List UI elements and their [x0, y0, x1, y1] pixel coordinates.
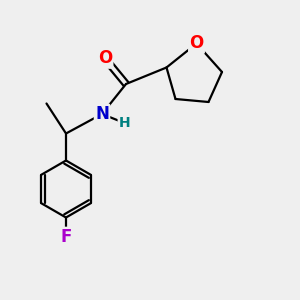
Text: N: N — [95, 105, 109, 123]
Text: H: H — [119, 116, 130, 130]
Text: F: F — [60, 228, 72, 246]
Text: O: O — [98, 50, 112, 68]
Text: O: O — [189, 34, 204, 52]
